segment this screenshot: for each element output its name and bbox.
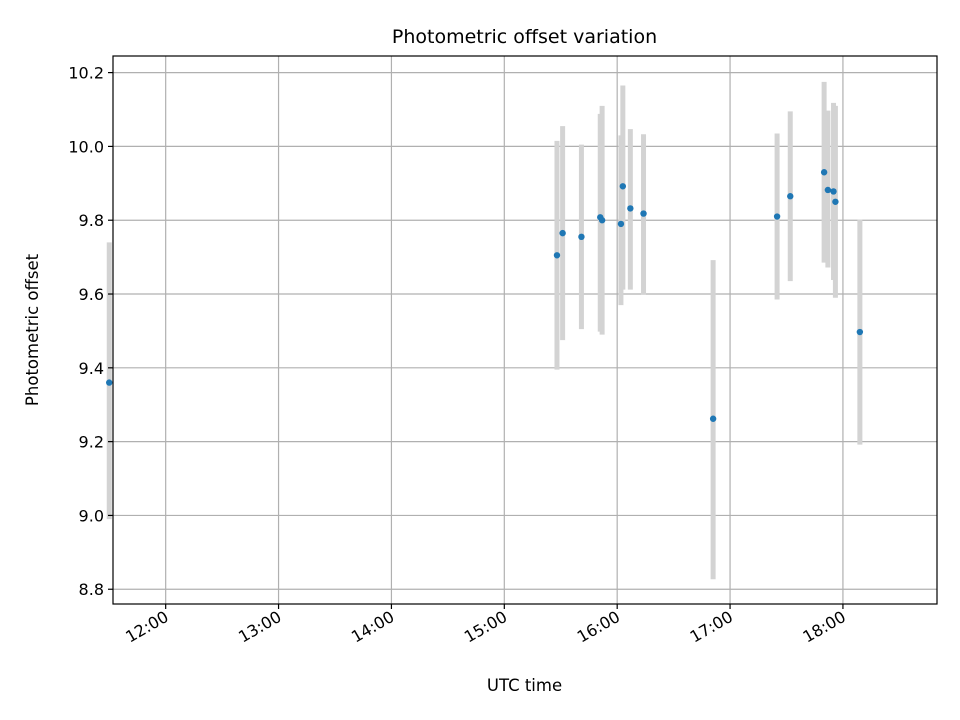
data-point — [820, 169, 828, 176]
data-point — [640, 210, 647, 217]
chart-title: Photometric offset variation — [392, 26, 657, 48]
data-point — [832, 198, 839, 205]
y-tick-label: 9.8 — [79, 211, 104, 230]
x-tick-label: 18:00 — [800, 607, 849, 647]
data-point — [619, 183, 627, 190]
data-points — [106, 169, 864, 422]
x-tick-label: 14:00 — [348, 607, 397, 647]
data-point — [787, 193, 794, 200]
y-tick-label: 9.4 — [79, 359, 104, 378]
x-tick-label: 16:00 — [574, 607, 623, 647]
error-bars — [106, 81, 863, 580]
x-axis: 12:00 13:00 14:00 15:00 16:00 17:00 18:00 — [122, 604, 849, 647]
data-point — [598, 217, 606, 224]
grid — [113, 56, 937, 604]
y-tick-label: 9.0 — [79, 506, 104, 525]
y-tick-label: 9.6 — [79, 285, 104, 304]
data-point — [773, 213, 781, 220]
data-point — [617, 220, 625, 228]
x-axis-title: UTC time — [487, 676, 562, 695]
y-axis: 8.8 9.0 9.2 9.4 9.6 9.8 10.0 10.2 — [68, 64, 113, 599]
y-tick-label: 8.8 — [79, 580, 104, 599]
y-tick-label: 10.2 — [68, 64, 104, 83]
x-tick-label: 15:00 — [461, 607, 510, 647]
data-point — [709, 415, 717, 422]
data-point — [830, 188, 837, 195]
data-point — [559, 229, 566, 237]
data-point — [106, 379, 113, 386]
y-tick-label: 9.2 — [79, 433, 104, 452]
data-point — [578, 233, 585, 241]
plot-frame — [112, 55, 938, 605]
data-point — [627, 205, 634, 212]
y-tick-label: 10.0 — [68, 137, 104, 156]
data-point — [553, 252, 561, 259]
data-point — [824, 186, 832, 194]
data-point — [856, 328, 864, 336]
x-tick-label: 12:00 — [122, 607, 171, 647]
x-tick-label: 17:00 — [687, 607, 736, 647]
x-tick-label: 13:00 — [235, 607, 284, 647]
y-axis-title: Photometric offset — [23, 253, 42, 406]
